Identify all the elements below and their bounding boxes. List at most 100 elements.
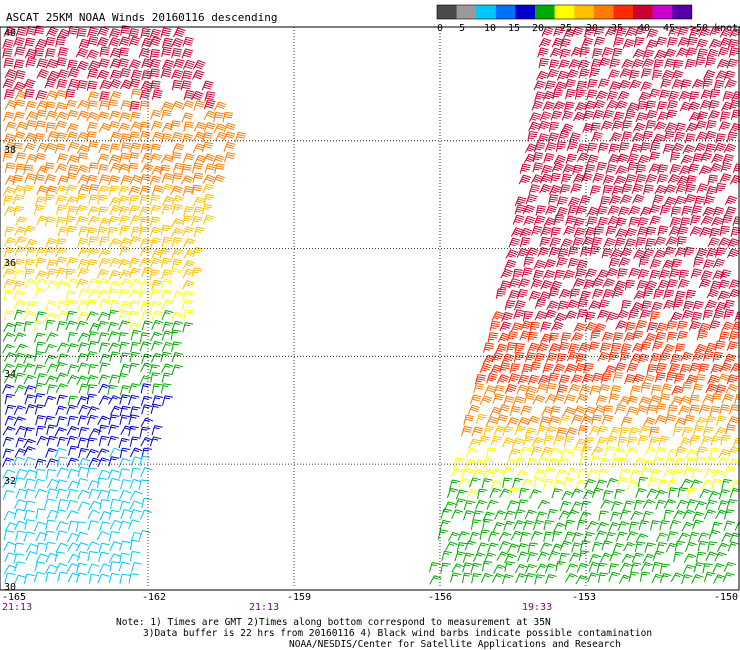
wind-barb (603, 365, 617, 375)
wind-barb (120, 142, 132, 153)
wind-barb (656, 173, 669, 184)
wind-barb (694, 343, 707, 354)
wind-barb (118, 36, 131, 47)
wind-barb (75, 204, 88, 215)
wind-barb (549, 184, 562, 195)
wind-barb (671, 70, 684, 80)
wind-barb (628, 267, 641, 278)
wind-barb (181, 112, 194, 123)
wind-barb (462, 552, 475, 563)
wind-barb (557, 457, 570, 468)
legend-swatches (436, 4, 693, 20)
wind-barb (162, 321, 174, 332)
wind-barb (23, 225, 36, 236)
wind-barb (34, 287, 46, 299)
wind-barb (35, 90, 48, 101)
wind-barb (67, 164, 79, 175)
wind-barb (34, 404, 46, 415)
wind-barb (222, 131, 236, 142)
wind-barb (571, 26, 584, 37)
wind-barb (663, 289, 675, 300)
wind-barb (87, 206, 100, 216)
wind-barb (194, 154, 207, 165)
wind-barb (619, 68, 632, 78)
wind-barb (128, 36, 141, 47)
wind-barb (66, 435, 79, 446)
wind-barb (659, 393, 671, 404)
wind-barb (492, 393, 504, 404)
wind-barb (624, 174, 637, 185)
wind-barb (613, 175, 626, 186)
wind-barb (520, 320, 533, 331)
wind-barb (623, 332, 636, 342)
wind-barb (13, 111, 26, 122)
wind-barb (559, 48, 571, 59)
wind-barb (682, 564, 696, 575)
wind-barb (479, 529, 490, 540)
wind-barb (35, 415, 46, 426)
wind-barb (517, 374, 530, 385)
wind-barb (726, 131, 738, 143)
wind-barb (128, 59, 142, 69)
wind-barb (552, 363, 566, 374)
wind-barb (108, 215, 120, 227)
wind-barb (98, 374, 111, 385)
wind-barb (687, 101, 701, 112)
wind-barb (697, 532, 710, 543)
wind-barb (96, 477, 108, 489)
wind-barb (612, 371, 624, 383)
wind-barb (13, 205, 25, 217)
wind-barb (635, 319, 648, 330)
wind-barb (88, 573, 100, 585)
wind-barb (616, 153, 629, 164)
wind-barb (140, 467, 153, 477)
wind-barb (109, 351, 121, 362)
wind-barb (25, 153, 38, 164)
wind-barb (86, 375, 99, 386)
wind-barb (33, 174, 45, 185)
wind-barb (15, 216, 28, 226)
wind-barb (57, 353, 69, 364)
wind-barb (108, 424, 120, 435)
wind-barb (610, 342, 622, 354)
wind-barb (55, 383, 69, 393)
wind-barb (36, 69, 49, 79)
wind-barb (571, 414, 584, 425)
wind-barb (637, 353, 650, 364)
wind-barb (2, 363, 15, 373)
wind-barb (619, 509, 632, 520)
wind-barb (653, 49, 667, 60)
wind-barb (561, 110, 574, 121)
wind-barb (151, 248, 164, 259)
wind-barb (149, 153, 162, 163)
wind-barb (191, 267, 203, 278)
wind-barb (34, 364, 46, 375)
wind-barb (480, 573, 494, 583)
wind-barb (628, 69, 640, 81)
wind-barb (472, 552, 486, 562)
wind-barb (66, 343, 79, 353)
wind-barb (552, 531, 563, 542)
wind-barb (128, 573, 139, 584)
wind-barb (685, 175, 697, 186)
wind-barb (108, 78, 122, 89)
wind-barb (699, 226, 712, 237)
wind-barb (674, 417, 688, 427)
wind-barb (591, 237, 603, 248)
legend-swatch (476, 5, 497, 19)
wind-barb (614, 362, 627, 373)
wind-barb (614, 404, 627, 415)
wind-barb (171, 48, 183, 59)
wind-barb (700, 89, 713, 100)
wind-barb (86, 311, 99, 321)
wind-barb (699, 488, 712, 499)
wind-barb (4, 206, 17, 216)
wind-barb (655, 362, 667, 374)
wind-barb (45, 541, 56, 553)
wind-barb (75, 531, 88, 542)
wind-barb (723, 143, 737, 153)
wind-barb (709, 227, 721, 238)
wind-barb (128, 152, 140, 163)
wind-barb (150, 352, 164, 363)
wind-barb (35, 109, 47, 120)
